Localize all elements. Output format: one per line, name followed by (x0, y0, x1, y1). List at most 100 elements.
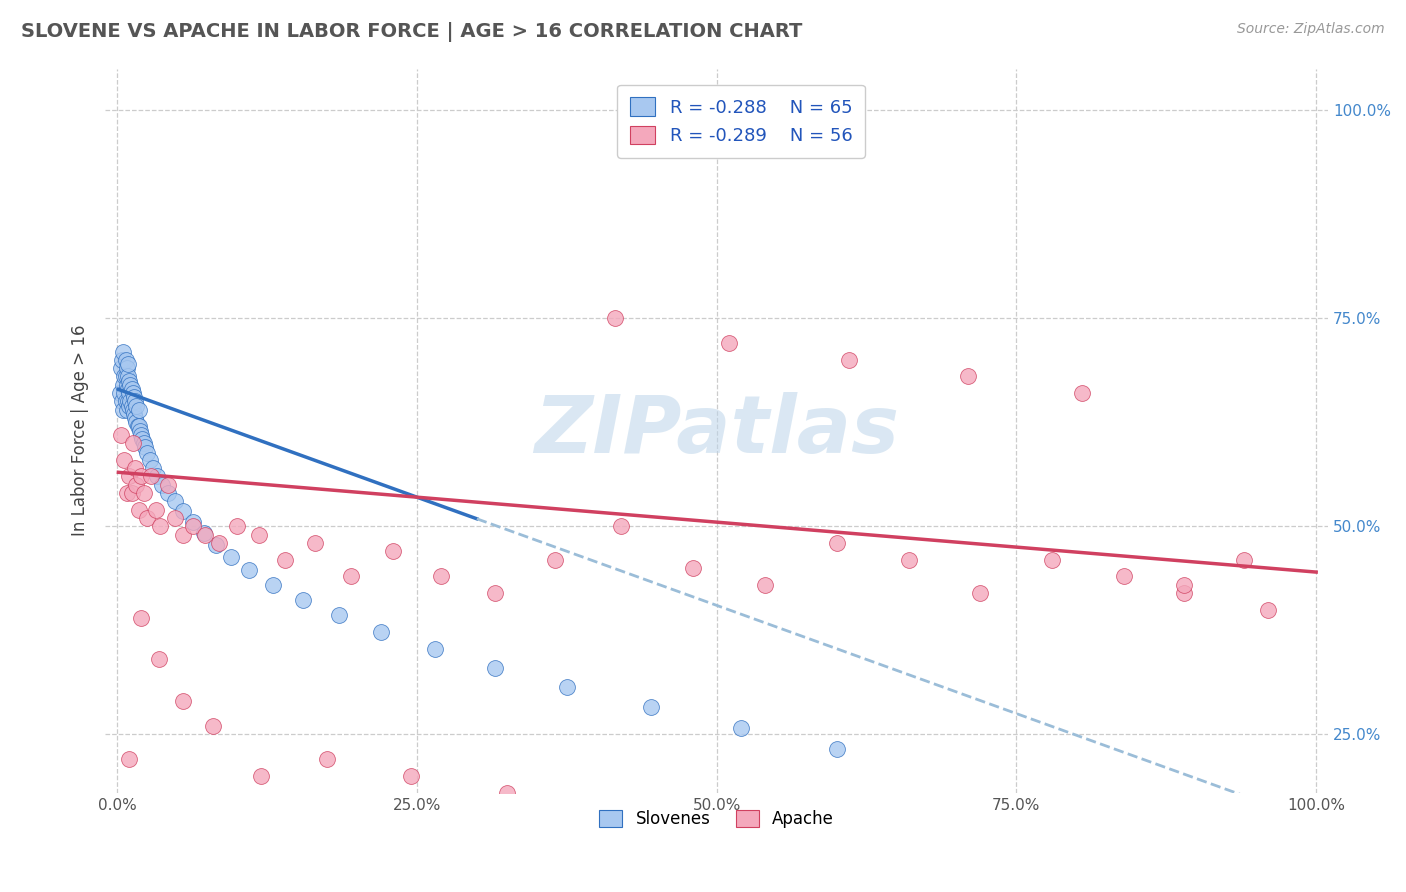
Point (194, 527, 217, 541)
Y-axis label: In Labor Force | Age > 16: In Labor Force | Age > 16 (72, 325, 89, 536)
Point (399, 769, 422, 783)
Point (125, 415, 148, 429)
Point (148, 652, 170, 666)
Point (124, 394, 146, 409)
Point (142, 461, 165, 475)
Point (204, 538, 226, 552)
Point (1040, 552, 1063, 566)
Point (118, 752, 141, 766)
Point (118, 386, 141, 401)
Point (121, 486, 143, 500)
Point (136, 511, 159, 525)
Point (121, 382, 143, 396)
Point (250, 769, 273, 783)
Point (136, 446, 159, 460)
Point (1233, 552, 1256, 566)
Text: SLOVENE VS APACHE IN LABOR FORCE | AGE > 16 CORRELATION CHART: SLOVENE VS APACHE IN LABOR FORCE | AGE >… (21, 22, 803, 42)
Point (112, 452, 135, 467)
Point (118, 374, 141, 388)
Point (304, 536, 326, 550)
Point (121, 386, 143, 401)
Point (292, 592, 315, 607)
Point (208, 536, 231, 550)
Point (181, 519, 204, 533)
Point (430, 569, 453, 583)
Point (115, 402, 138, 417)
Point (124, 411, 146, 425)
Point (1173, 577, 1195, 591)
Point (115, 377, 138, 392)
Point (145, 469, 167, 483)
Legend: Slovenes, Apache: Slovenes, Apache (592, 804, 841, 835)
Point (603, 311, 626, 326)
Point (1071, 386, 1094, 401)
Point (423, 642, 446, 657)
Point (128, 502, 150, 516)
Point (134, 440, 156, 454)
Point (129, 611, 152, 625)
Point (219, 550, 242, 565)
Point (129, 424, 152, 438)
Point (754, 577, 776, 591)
Point (121, 402, 143, 417)
Point (172, 504, 194, 518)
Point (957, 369, 980, 384)
Point (274, 552, 297, 566)
Point (316, 752, 339, 766)
Point (238, 563, 260, 577)
Point (149, 519, 172, 533)
Point (112, 344, 135, 359)
Point (117, 382, 139, 396)
Point (122, 390, 145, 404)
Point (117, 394, 139, 409)
Point (112, 402, 135, 417)
Point (730, 721, 752, 735)
Point (112, 369, 135, 384)
Point (193, 525, 215, 540)
Point (112, 377, 135, 392)
Point (202, 719, 225, 733)
Point (139, 469, 162, 483)
Point (172, 694, 194, 708)
Point (108, 386, 131, 401)
Point (128, 419, 150, 434)
Point (111, 394, 134, 409)
Point (825, 742, 848, 756)
Point (484, 586, 506, 600)
Point (121, 436, 143, 450)
Point (118, 469, 141, 483)
Point (1114, 569, 1136, 583)
Point (484, 661, 506, 675)
Point (125, 477, 148, 491)
Point (610, 519, 633, 533)
Point (112, 386, 135, 401)
Point (1173, 586, 1195, 600)
Point (129, 469, 152, 483)
Point (117, 369, 139, 384)
Point (156, 477, 179, 491)
Point (163, 494, 186, 508)
Point (117, 357, 139, 371)
Point (897, 552, 920, 566)
Point (132, 436, 155, 450)
Point (544, 552, 567, 566)
Point (370, 625, 392, 640)
Point (172, 527, 194, 541)
Point (150, 477, 173, 491)
Point (132, 486, 155, 500)
Point (381, 544, 404, 558)
Point (114, 394, 136, 409)
Point (226, 519, 249, 533)
Point (825, 536, 848, 550)
Point (110, 361, 132, 376)
Point (555, 680, 578, 694)
Point (138, 452, 160, 467)
Point (181, 515, 204, 529)
Point (115, 361, 138, 376)
Point (128, 402, 150, 417)
Point (121, 399, 143, 413)
Point (1257, 602, 1279, 616)
Point (114, 369, 136, 384)
Point (124, 461, 146, 475)
Point (111, 352, 134, 367)
